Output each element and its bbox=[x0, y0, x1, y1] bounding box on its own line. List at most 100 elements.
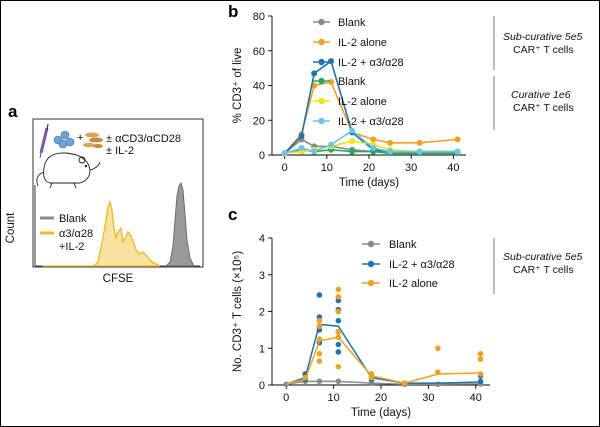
legend-c-text-2: IL-2 + α3/α28 bbox=[389, 259, 455, 271]
chart-c-point bbox=[316, 323, 323, 330]
panel-b-label: b bbox=[228, 2, 238, 21]
chart-c-point bbox=[435, 381, 441, 388]
cfse-histogram bbox=[42, 181, 195, 267]
legend-b-marker-2 bbox=[318, 38, 325, 46]
treatment-line1: ± αCD3/αCD28 bbox=[106, 133, 181, 145]
legend-b-text-4: Blank bbox=[338, 76, 366, 88]
chart-c-point bbox=[316, 317, 323, 324]
chart-c-point bbox=[477, 378, 484, 385]
chart-b-ytick-label: 60 bbox=[253, 46, 265, 58]
chart-c-point bbox=[368, 374, 375, 381]
chart-c-point bbox=[335, 317, 342, 324]
syringe-icon bbox=[39, 123, 49, 159]
treatment-line2: ± IL-2 bbox=[106, 145, 134, 157]
chart-b-point bbox=[454, 148, 461, 155]
legend-b-marker-4 bbox=[318, 77, 325, 85]
note-b-sub-l1: Sub-curative 5e5 bbox=[503, 31, 583, 43]
chart-c-point bbox=[335, 363, 342, 370]
panel-c-legend: Blank IL-2 + α3/α28 IL-2 alone Sub-curat… bbox=[362, 238, 583, 294]
plus-sign: + bbox=[77, 132, 83, 144]
chart-c-ylabel: No. CD3⁺ T cells (×10⁵) bbox=[232, 251, 244, 372]
legend-b-marker-1 bbox=[318, 18, 325, 26]
chart-b-point bbox=[349, 138, 356, 145]
chart-c-point bbox=[335, 341, 342, 348]
chart-b-point bbox=[349, 127, 356, 134]
chart-b-ytick-label: 0 bbox=[259, 150, 265, 162]
legend-il2-line2: +IL-2 bbox=[59, 241, 84, 253]
chart-b-point bbox=[328, 79, 335, 86]
legend-b-text-5: IL-2 alone bbox=[338, 96, 387, 108]
chart-b-xlabel: Time (days) bbox=[339, 177, 399, 189]
chart-c-xtick-label: 40 bbox=[470, 392, 482, 404]
legend-c-marker-1 bbox=[367, 240, 375, 248]
chart-c-point bbox=[316, 292, 323, 298]
legend-b-text-3: IL-2 + α3/α28 bbox=[338, 57, 404, 69]
chart-b-point bbox=[311, 148, 318, 155]
note-c-sub-l1: Sub-curative 5e5 bbox=[503, 251, 583, 263]
chart-c-series-line-1 bbox=[285, 323, 481, 385]
chart-b-point bbox=[387, 148, 394, 155]
chart-b-point bbox=[416, 148, 423, 155]
chart-c-ytick-label: 4 bbox=[259, 233, 265, 245]
chart-b-point bbox=[281, 150, 288, 157]
legend-b-text-2: IL-2 alone bbox=[338, 37, 387, 49]
chart-c-point bbox=[435, 369, 441, 375]
legend-b-text-6: IL-2 + α3/α28 bbox=[338, 116, 404, 128]
chart-c-point bbox=[335, 286, 342, 293]
chart-c-point bbox=[302, 374, 308, 381]
chart-c-point bbox=[316, 358, 323, 364]
chart-b-point bbox=[416, 139, 423, 146]
chart-b-ytick-label: 40 bbox=[253, 81, 265, 93]
legend-c-text-1: Blank bbox=[389, 239, 417, 251]
chart-c-ytick-label: 1 bbox=[259, 343, 265, 355]
chart-b-point bbox=[370, 136, 377, 143]
legend-b-marker-3 bbox=[318, 58, 325, 66]
chart-b-point bbox=[387, 139, 394, 146]
cfse-histogram-il2-peaks bbox=[42, 199, 161, 267]
chart-b-point bbox=[370, 145, 377, 152]
chart-c-point bbox=[477, 371, 484, 377]
chart-c-point bbox=[401, 380, 408, 386]
chart-c-point bbox=[335, 328, 342, 335]
chart-c-xlabel: Time (days) bbox=[351, 407, 411, 419]
chart-c-xtick-label: 20 bbox=[375, 392, 387, 404]
chart-b-ylabel: % CD3⁺ of live bbox=[232, 48, 244, 124]
chart-b-point bbox=[311, 70, 318, 77]
chart-b-point bbox=[328, 58, 335, 65]
chart-c-ytick-label: 3 bbox=[259, 270, 265, 282]
legend-b-marker-5 bbox=[318, 97, 325, 105]
legend-b-text-1: Blank bbox=[338, 17, 366, 29]
chart-b-xtick-label: 30 bbox=[405, 162, 417, 174]
chart-c-point bbox=[435, 345, 441, 352]
chart-b-xtick-label: 0 bbox=[282, 162, 288, 174]
stimulation-beads-icon bbox=[83, 132, 103, 148]
mouse-icon bbox=[36, 152, 101, 189]
panel-a-xlabel: CFSE bbox=[103, 273, 134, 285]
chart-b: 0 20 40 60 80 0 10 20 30 40 Time (days) % CD3⁺ of l… bbox=[232, 11, 466, 189]
note-c-sub-l2: CAR⁺ T cells bbox=[513, 264, 574, 276]
chart-c-point bbox=[335, 308, 342, 315]
panel-b-legend: Blank IL-2 alone IL-2 + α3/α28 Blank IL-… bbox=[313, 16, 583, 130]
note-b-sub-l2: CAR⁺ T cells bbox=[513, 44, 574, 56]
chart-b-ytick-label: 20 bbox=[253, 115, 265, 127]
chart-c-point bbox=[335, 294, 342, 300]
chart-b-xtick-label: 10 bbox=[321, 162, 333, 174]
panel-a-box: + ± αCD3/αCD28 ± IL-2 Blank bbox=[32, 118, 204, 268]
chart-c-xtick-label: 30 bbox=[422, 392, 434, 404]
chart-c-point bbox=[335, 378, 342, 385]
note-b-cur-l1: Curative 1e6 bbox=[511, 89, 571, 101]
chart-c-point bbox=[316, 350, 323, 357]
chart-c-point bbox=[335, 349, 342, 355]
legend-blank: Blank bbox=[59, 213, 87, 225]
chart-b-point bbox=[298, 132, 305, 139]
car-t-cells-icon bbox=[53, 130, 75, 149]
chart-b-point bbox=[349, 148, 356, 155]
chart-c-series-line-2 bbox=[286, 336, 481, 385]
chart-b-point bbox=[454, 136, 461, 143]
chart-b-point bbox=[328, 141, 335, 148]
panel-a-label: a bbox=[8, 102, 18, 121]
chart-c-ytick-label: 2 bbox=[259, 307, 265, 319]
legend-b-marker-6 bbox=[318, 117, 325, 125]
